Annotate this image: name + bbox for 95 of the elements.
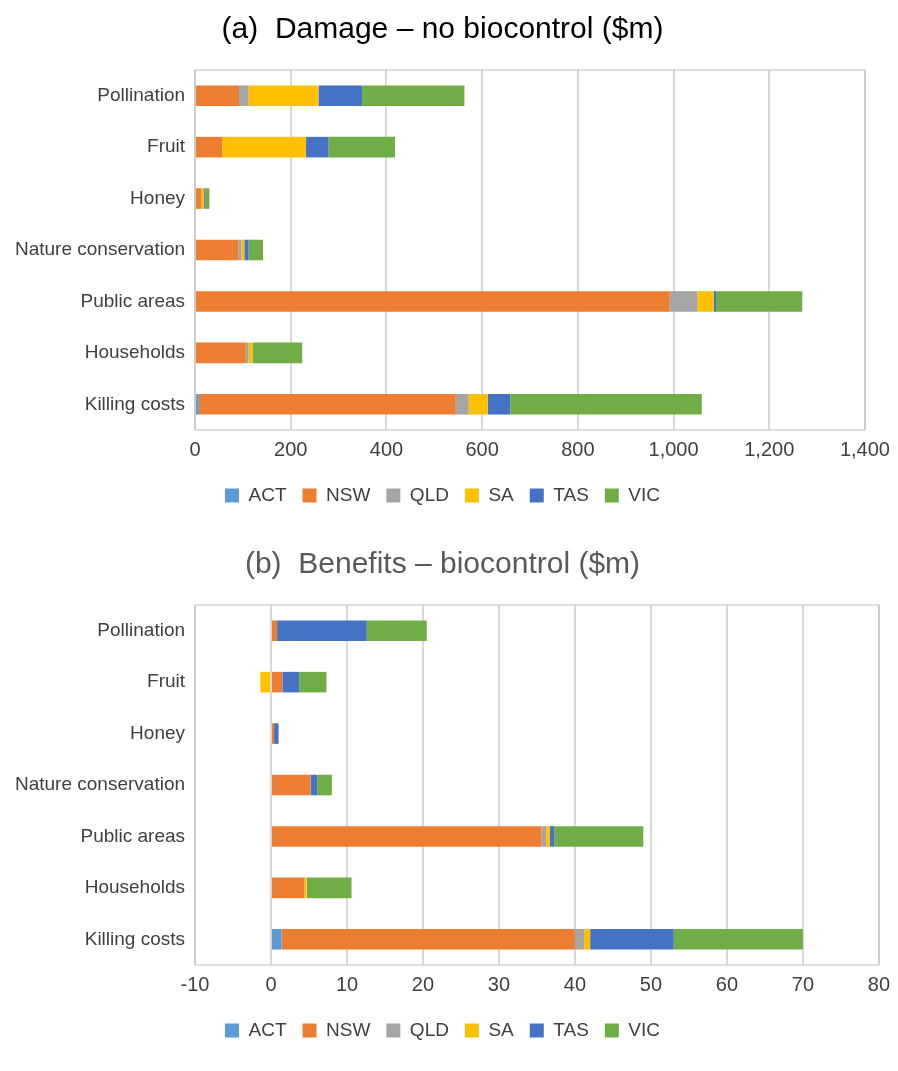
y-tick-label: Households (84, 341, 186, 363)
y-tick-label: Fruit (147, 135, 186, 157)
y-tick-label: Nature conservation (14, 238, 186, 260)
x-tick-label: 20 (411, 972, 435, 995)
bar (304, 877, 307, 899)
bar (196, 291, 670, 312)
bar (282, 671, 300, 693)
x-tick-label: 1,000 (648, 437, 699, 460)
y-tick-label: Public areas (80, 824, 186, 846)
bar (574, 929, 585, 950)
legend-label: TAS (553, 1018, 589, 1040)
bar (244, 239, 249, 261)
bar (328, 136, 396, 158)
chart-title: (b) Benefits – biocontrol ($m) (244, 546, 641, 580)
y-tick-label: Killing costs (84, 927, 186, 949)
x-tick-label: 0 (189, 437, 201, 460)
x-tick-label: 1,200 (744, 437, 795, 460)
bar (272, 877, 305, 899)
bar (196, 136, 223, 158)
bar (673, 929, 803, 950)
bar (222, 136, 307, 158)
x-tick-label: 60 (715, 972, 739, 995)
x-tick-label: 400 (369, 437, 404, 460)
x-tick-label: 50 (639, 972, 663, 995)
y-tick-label: Fruit (147, 670, 186, 692)
y-tick-label: Nature conservation (14, 773, 186, 795)
bar (590, 929, 674, 950)
bar (584, 929, 591, 950)
bar (554, 826, 644, 847)
bar (272, 929, 282, 950)
x-tick-label: 0 (265, 972, 277, 995)
legend-label: SA (488, 1018, 515, 1040)
bar (252, 342, 303, 364)
bar (306, 877, 352, 899)
legend-label: QLD (409, 1018, 449, 1040)
bar (196, 188, 202, 209)
chart-title: (a) Damage – no biocontrol ($m) (221, 11, 664, 45)
legend-label: TAS (553, 483, 589, 505)
bar (697, 291, 714, 312)
y-tick-label: Killing costs (84, 392, 186, 414)
legend-label: ACT (248, 1018, 287, 1040)
bar (245, 342, 249, 364)
legend-label: VIC (628, 1018, 660, 1040)
bar (716, 291, 803, 312)
legend-label: NSW (326, 1018, 371, 1040)
bar (281, 929, 575, 950)
bar (318, 85, 363, 106)
y-tick-label: Honey (130, 186, 186, 208)
x-tick-label: 10 (335, 972, 359, 995)
legend-label: SA (488, 483, 515, 505)
legend-label: QLD (409, 483, 449, 505)
bar (468, 394, 488, 415)
bar (196, 85, 240, 106)
bar (272, 723, 275, 744)
legend-label: NSW (326, 483, 371, 505)
x-tick-label: 70 (791, 972, 815, 995)
bar (362, 85, 465, 106)
bar (248, 239, 263, 261)
bar (272, 826, 542, 847)
y-tick-label: Pollination (97, 83, 186, 105)
bar (196, 394, 199, 415)
y-tick-label: Households (84, 876, 186, 898)
bar (277, 620, 367, 641)
bar (198, 394, 456, 415)
y-tick-label: Honey (130, 721, 186, 743)
x-tick-label: 800 (561, 437, 595, 460)
bar (510, 394, 702, 415)
legend-label: VIC (628, 483, 660, 505)
bar (196, 239, 239, 261)
x-tick-label: 200 (274, 437, 308, 460)
x-tick-label: 80 (867, 972, 890, 995)
x-tick-label: 1,400 (839, 437, 891, 460)
bar (196, 342, 246, 364)
bar (239, 85, 249, 106)
bar (455, 394, 469, 415)
bar (306, 136, 329, 158)
bar (272, 671, 283, 693)
bar (299, 671, 327, 693)
bar (366, 620, 427, 641)
y-tick-label: Public areas (80, 289, 186, 311)
y-tick-label: Pollination (97, 618, 186, 640)
bar (669, 291, 698, 312)
x-tick-label: 30 (487, 972, 511, 995)
bar (274, 723, 279, 744)
bar (260, 671, 271, 693)
x-tick-label: 40 (563, 972, 587, 995)
x-tick-label: -10 (180, 972, 210, 995)
bar (487, 394, 511, 415)
bar (248, 85, 319, 106)
bar (317, 774, 332, 796)
bar (272, 774, 311, 796)
x-tick-label: 600 (465, 437, 499, 460)
bar (272, 620, 278, 641)
bar (546, 826, 550, 847)
legend-label: ACT (248, 483, 287, 505)
